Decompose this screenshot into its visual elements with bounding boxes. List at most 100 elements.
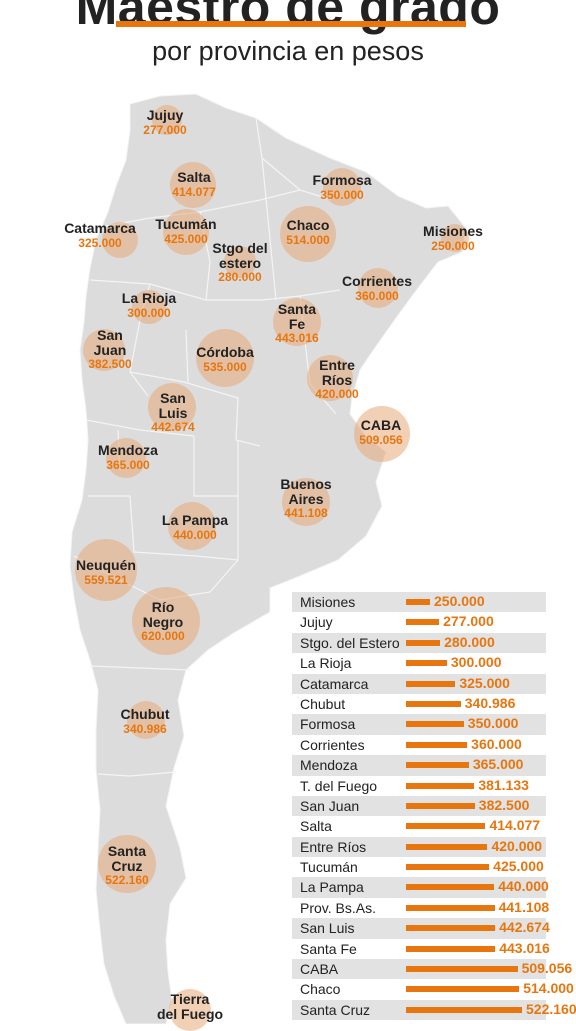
- row-value: 414.077: [489, 817, 541, 834]
- chart-title: Maestro de grado: [75, 0, 501, 35]
- row-bar: [406, 599, 430, 605]
- row-province-name: Entre Ríos: [300, 838, 367, 855]
- table-row: Tucumán 425.000: [292, 857, 546, 877]
- table-row: San Juan 382.500: [292, 795, 546, 817]
- row-value: 250.000: [434, 593, 485, 609]
- row-province-name: Prov. Bs.As.: [300, 899, 376, 916]
- map-label-value: 509.056: [359, 432, 403, 447]
- map-bubble: [281, 477, 331, 527]
- map-label-name: Santa: [107, 843, 147, 859]
- row-value: 382.500: [478, 796, 530, 813]
- row-value: 514.000: [523, 980, 574, 997]
- table-row: Misiones 250.000: [292, 592, 546, 613]
- map-bubble: [75, 539, 137, 601]
- map-bubble: [82, 328, 126, 372]
- map-label-name: Juan: [93, 341, 127, 358]
- map-label: CABA 509.056: [359, 418, 402, 446]
- row-province-name: Corrientes: [300, 736, 365, 753]
- map-label-value: 535.000: [203, 359, 247, 374]
- map-label-name: del Fuego: [156, 1005, 224, 1022]
- row-province-name: La Pampa: [300, 879, 364, 896]
- map-bubble: [272, 297, 322, 347]
- row-value: 522.160: [526, 1000, 576, 1017]
- row-bar: [406, 823, 486, 830]
- map-label-name: Santa: [277, 301, 317, 317]
- map-bubble: [358, 268, 398, 308]
- map-label: Santa Fe 443.016: [275, 302, 318, 345]
- map-label-name: Catamarca: [64, 220, 136, 236]
- map-label: Jujuy 277.000: [143, 108, 186, 136]
- row-bar: [406, 619, 440, 626]
- row-bar: [406, 864, 490, 871]
- row-bar: [406, 639, 441, 646]
- table-row: Chaco 514.000: [292, 979, 574, 999]
- map-label-name: Chaco: [286, 217, 330, 233]
- table-row: Jujuy 277.000: [292, 612, 546, 632]
- ranking-table: Misiones 250.000 Jujuy 277.000 Stgo. del Est…: [292, 592, 576, 1021]
- map-label-name: Luis: [158, 404, 188, 421]
- map-label-name: Tierra: [170, 991, 210, 1007]
- map-label-name: Entre: [319, 357, 355, 373]
- chart-subtitle: por provincia en pesos: [152, 36, 424, 66]
- map-label-name: Stgo del: [212, 240, 268, 256]
- map-label: Tierra del Fuego: [157, 992, 223, 1021]
- map-label-value: 442.674: [151, 420, 195, 435]
- map-bubble: [151, 104, 183, 136]
- map-bubble: [162, 208, 210, 256]
- row-value: 420.000: [491, 837, 543, 854]
- map-label: Stgo del estero 280.000: [212, 241, 267, 284]
- map-label-name: Formosa: [312, 172, 372, 188]
- map-label-name: Corrientes: [341, 273, 413, 289]
- map-bubble: [306, 354, 354, 402]
- map-label-name: Fe: [288, 315, 306, 332]
- table-row: Stgo. del Estero 280.000: [292, 632, 546, 654]
- map-bubble: [170, 162, 216, 208]
- table-row: La Rioja 300.000: [292, 653, 546, 673]
- table-row: Chubut 340.986: [292, 694, 546, 714]
- row-bar: [406, 741, 468, 748]
- map-label: Entre Ríos 420.000: [315, 358, 358, 401]
- map-bubble: [279, 205, 337, 263]
- map-bubble: [132, 587, 200, 655]
- row-bar: [406, 966, 518, 973]
- map-label-name: Ríos: [321, 371, 353, 388]
- row-province-name: San Juan: [300, 797, 360, 814]
- row-value: 365.000: [472, 756, 524, 773]
- row-value: 325.000: [459, 674, 510, 691]
- row-province-name: Mendoza: [300, 757, 358, 774]
- row-bar: [406, 945, 496, 952]
- map-label: Chaco 514.000: [286, 218, 329, 246]
- map-label-value: 514.000: [286, 232, 330, 247]
- row-bar: [406, 802, 475, 809]
- map-label-name: La Pampa: [161, 512, 229, 528]
- map-label-name: Salta: [177, 169, 211, 185]
- row-value: 441.108: [498, 898, 550, 915]
- map-bubble: [441, 224, 469, 252]
- row-bar: [406, 904, 495, 911]
- map-label: Santa Cruz 522.160: [105, 844, 148, 887]
- table-row: T. del Fuego 381.133: [292, 776, 546, 796]
- map-label: Buenos Aires 441.108: [280, 477, 331, 520]
- row-bar: [406, 700, 461, 707]
- map-label: Corrientes 360.000: [342, 274, 412, 302]
- row-province-name: Stgo. del Estero: [300, 634, 400, 651]
- row-province-name: San Luis: [300, 920, 355, 937]
- row-province-name: Catamarca: [300, 675, 369, 692]
- row-value: 277.000: [443, 613, 494, 630]
- map-label-name: Misiones: [423, 223, 483, 239]
- map-label-value: 277.000: [143, 122, 187, 137]
- map-label-value: 325.000: [78, 235, 122, 250]
- row-bar: [406, 1006, 522, 1013]
- map-bubble: [224, 246, 256, 278]
- row-province-name: Chaco: [300, 981, 341, 998]
- row-bar: [406, 884, 495, 891]
- map-label-value: 382.500: [88, 357, 132, 372]
- row-province-name: T. del Fuego: [300, 777, 378, 794]
- row-value: 340.986: [464, 694, 516, 711]
- argentina-outline: [69, 93, 467, 1024]
- map-label-value: 280.000: [218, 270, 262, 285]
- row-value: 442.674: [499, 919, 550, 936]
- map-label: Chubut 340.986: [121, 707, 170, 735]
- map-label-value: 350.000: [320, 187, 364, 202]
- map-label-value: 620.000: [141, 629, 185, 644]
